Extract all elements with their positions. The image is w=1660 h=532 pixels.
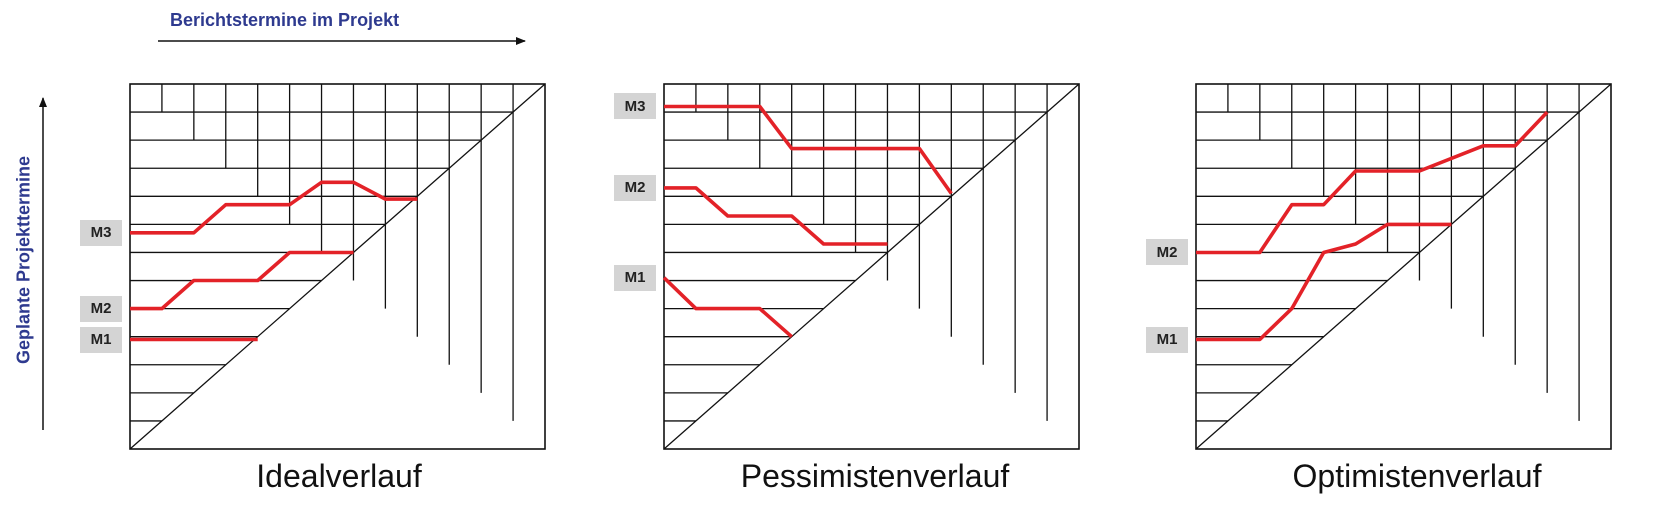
milestone-line-m3	[664, 107, 951, 194]
milestone-label-m2: M2	[614, 175, 656, 201]
panel-title-ideal: Idealverlauf	[256, 458, 421, 495]
milestone-label-m1: M1	[80, 327, 122, 353]
milestone-line-m2	[1196, 112, 1547, 252]
panel-1	[664, 84, 1079, 449]
panel-0	[130, 84, 545, 449]
panel-diagonal	[664, 84, 1079, 449]
milestone-line-m1	[1196, 224, 1451, 339]
panel-2	[1196, 84, 1611, 449]
milestone-label-m2: M2	[80, 296, 122, 322]
milestone-label-m2: M2	[1146, 239, 1188, 265]
panel-title-optimist: Optimistenverlauf	[1293, 458, 1542, 495]
milestone-line-m3	[130, 182, 417, 233]
panel-diagonal	[1196, 84, 1611, 449]
milestone-label-m1: M1	[614, 265, 656, 291]
panel-diagonal	[130, 84, 545, 449]
milestone-line-m1	[664, 278, 792, 337]
panel-title-pessimist: Pessimistenverlauf	[741, 458, 1010, 495]
milestone-label-m3: M3	[80, 220, 122, 246]
milestone-label-m1: M1	[1146, 327, 1188, 353]
panels-layer	[130, 84, 1611, 449]
milestone-label-m3: M3	[614, 93, 656, 119]
panel-grid	[664, 84, 1047, 421]
